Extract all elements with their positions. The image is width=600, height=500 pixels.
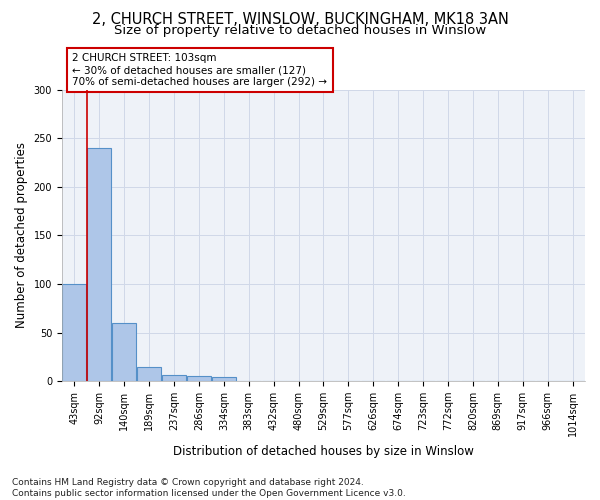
Text: Size of property relative to detached houses in Winslow: Size of property relative to detached ho… [114,24,486,37]
Text: Contains HM Land Registry data © Crown copyright and database right 2024.
Contai: Contains HM Land Registry data © Crown c… [12,478,406,498]
Text: 2, CHURCH STREET, WINSLOW, BUCKINGHAM, MK18 3AN: 2, CHURCH STREET, WINSLOW, BUCKINGHAM, M… [92,12,508,28]
Bar [87,148,112,381]
Bar [187,376,211,381]
Text: 2 CHURCH STREET: 103sqm
← 30% of detached houses are smaller (127)
70% of semi-d: 2 CHURCH STREET: 103sqm ← 30% of detache… [73,54,328,86]
Bar [112,323,136,381]
Bar [212,378,236,381]
Bar [162,376,186,381]
Bar [62,284,86,381]
Bar [137,366,161,381]
X-axis label: Distribution of detached houses by size in Winslow: Distribution of detached houses by size … [173,444,474,458]
Y-axis label: Number of detached properties: Number of detached properties [15,142,28,328]
